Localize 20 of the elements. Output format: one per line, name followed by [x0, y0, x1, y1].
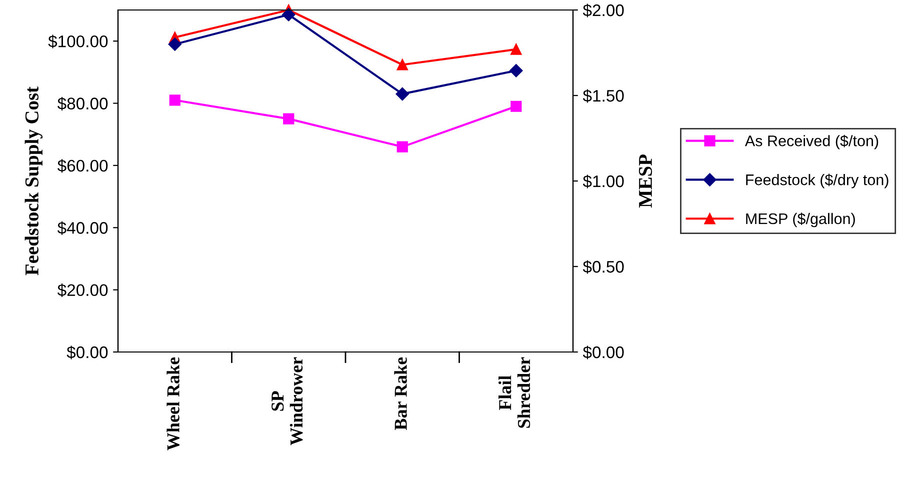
y-axis-title: Feedstock Supply Cost	[24, 86, 42, 276]
y2-axis-title: MESP	[638, 154, 652, 208]
y-tick-label: $60.00	[57, 159, 108, 173]
y2-tick-label: $2.00	[582, 4, 624, 18]
y2-tick-label: $1.00	[582, 174, 624, 188]
y2-tick-label: $0.50	[582, 260, 624, 274]
x-tick-label: Flail Shredder	[498, 357, 530, 428]
y-tick-label: $100.00	[48, 34, 108, 48]
y-tick-label: $40.00	[57, 221, 108, 235]
x-tick-label: SP Windrower	[272, 357, 303, 446]
x-tick-label: Bar Rake	[394, 357, 407, 430]
y2-tick-label: $0.00	[582, 346, 624, 360]
y-tick-label: $20.00	[57, 284, 108, 298]
x-tick-label: Wheel Rake	[166, 357, 180, 450]
legend-label: MESP ($/gallon)	[746, 212, 855, 228]
y-tick-label: $0.00	[66, 346, 108, 360]
y2-tick-label: $1.50	[582, 89, 624, 103]
legend-label: Feedstock ($/dry ton)	[746, 174, 888, 188]
legend-label: As Received ($/ton)	[744, 134, 878, 150]
y-tick-label: $80.00	[57, 96, 108, 110]
